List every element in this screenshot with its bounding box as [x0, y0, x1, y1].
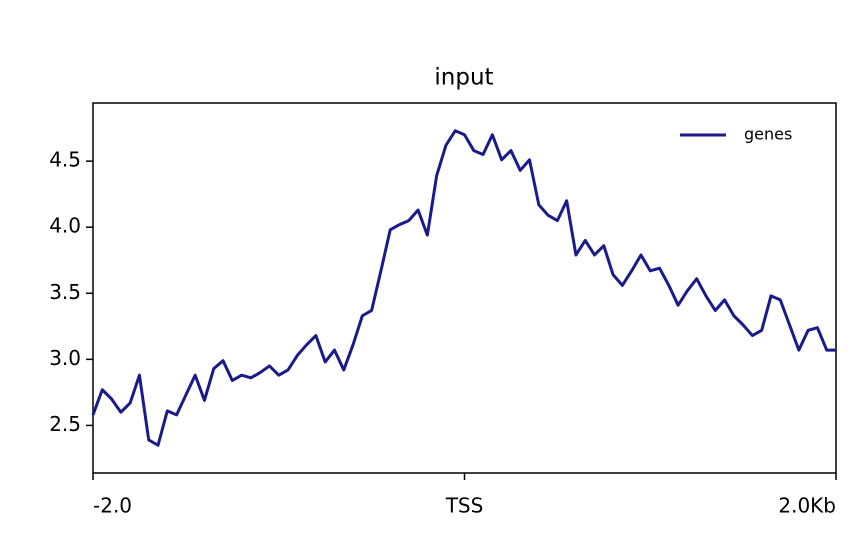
- y-tick-label: 3.0: [49, 346, 81, 370]
- y-tick-label: 2.5: [49, 412, 81, 436]
- y-tick-label: 3.5: [49, 280, 81, 304]
- x-tick-label: -2.0: [93, 494, 132, 518]
- x-tick-label: 2.0Kb: [778, 494, 836, 518]
- plot-frame: [92, 102, 837, 474]
- legend-label: genes: [744, 125, 792, 144]
- chart-title: input: [434, 65, 493, 91]
- x-tick-label: TSS: [445, 494, 484, 518]
- y-tick-label: 4.5: [49, 148, 81, 172]
- y-tick-label: 4.0: [49, 214, 81, 238]
- line: [91, 129, 836, 447]
